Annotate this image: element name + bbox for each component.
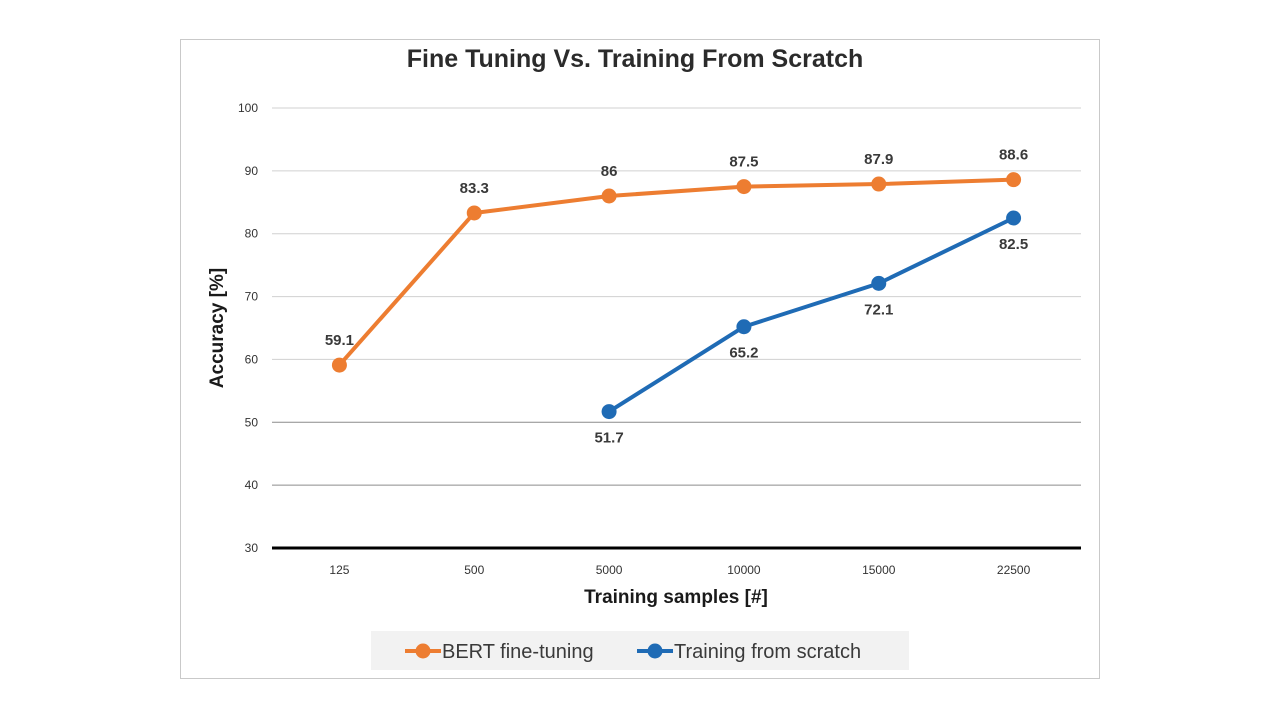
data-point <box>871 176 887 192</box>
legend-marker <box>415 643 431 659</box>
gridlines <box>272 107 1081 550</box>
data-label: 59.1 <box>325 332 354 349</box>
x-tick-label: 125 <box>329 563 349 577</box>
data-label: 83.3 <box>460 180 489 197</box>
chart-title: Fine Tuning Vs. Training From Scratch <box>407 45 864 73</box>
y-tick-label: 100 <box>238 101 258 115</box>
x-tick-label: 22500 <box>997 563 1031 577</box>
data-label: 51.7 <box>594 430 623 447</box>
legend-marker <box>647 643 663 659</box>
x-tick-label: 5000 <box>596 563 623 577</box>
x-tick-label: 15000 <box>862 563 896 577</box>
y-tick-label: 70 <box>245 290 259 304</box>
y-tick-label: 40 <box>245 478 259 492</box>
data-label: 86 <box>601 163 618 180</box>
data-label: 72.1 <box>864 301 893 318</box>
series-layer <box>331 172 1022 420</box>
data-label: 65.2 <box>729 345 758 362</box>
legend-label: BERT fine-tuning <box>442 641 594 663</box>
y-axis-label: Accuracy [%] <box>207 268 228 388</box>
data-point <box>1006 172 1022 188</box>
data-point <box>736 319 752 335</box>
y-tick-label: 30 <box>245 541 259 555</box>
x-tick-label: 10000 <box>727 563 761 577</box>
data-point <box>331 357 347 373</box>
data-label: 87.9 <box>864 151 893 168</box>
series-line <box>337 177 1016 368</box>
x-tick-label: 500 <box>464 563 484 577</box>
data-label: 88.6 <box>999 147 1028 164</box>
data-point <box>736 179 752 195</box>
series-line <box>607 216 1016 414</box>
data-label: 82.5 <box>999 236 1028 253</box>
legend-label: Training from scratch <box>674 641 861 663</box>
y-tick-labels: 30 40 50 60 70 80 90 100 <box>238 101 258 555</box>
y-tick-label: 60 <box>245 352 259 366</box>
y-tick-label: 90 <box>245 164 259 178</box>
data-point <box>601 188 617 204</box>
x-tick-labels: 125 500 5000 10000 15000 22500 <box>329 563 1030 577</box>
data-point <box>601 404 617 420</box>
y-tick-label: 80 <box>245 227 259 241</box>
legend: BERT fine-tuning Training from scratch <box>371 631 909 670</box>
data-point <box>466 205 482 221</box>
data-point <box>1006 210 1022 226</box>
data-point <box>871 275 887 291</box>
x-axis-label: Training samples [#] <box>584 587 768 608</box>
y-tick-label: 50 <box>245 415 259 429</box>
data-labels: 59.1 83.3 86 87.5 87.9 88.6 51.7 65.2 72.1 82.5 <box>325 147 1028 447</box>
data-label: 87.5 <box>729 154 758 171</box>
